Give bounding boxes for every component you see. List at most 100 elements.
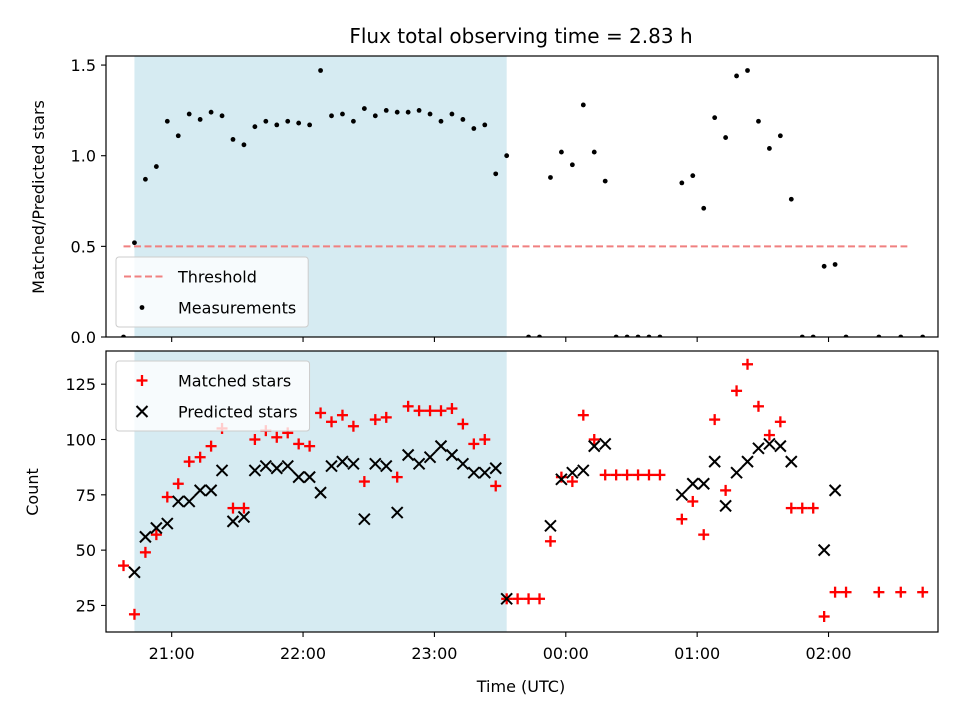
measurement-point: [252, 124, 258, 130]
measurement-point: [580, 102, 586, 108]
predicted-star-point: [708, 455, 721, 468]
predicted-star-point: [204, 484, 218, 497]
predicted-star-point: [193, 484, 207, 497]
matched-star-point: [774, 416, 786, 428]
measurement-point: [449, 111, 455, 117]
predicted-star-point: [139, 530, 152, 544]
predicted-star-point: [588, 439, 601, 453]
matched-star-point: [698, 529, 710, 541]
bottom-y-tick-label: 125: [65, 375, 96, 394]
bottom-y-tick-label: 50: [76, 541, 96, 560]
matched-star-point: [479, 434, 491, 446]
predicted-star-point: [380, 459, 393, 473]
bottom-y-tick-label: 25: [76, 596, 96, 615]
matched-star-point: [895, 586, 907, 598]
measurement-point: [427, 111, 433, 117]
measurement-point: [471, 126, 477, 131]
matched-star-point: [796, 502, 808, 514]
measurement-point: [591, 149, 597, 155]
predicted-star-point: [248, 464, 262, 477]
legend-label: Threshold: [177, 268, 257, 287]
measurement-point: [329, 113, 334, 119]
matched-star-point: [610, 469, 622, 481]
predicted-star-point: [434, 439, 448, 453]
matched-star-point: [183, 456, 195, 468]
matched-star-point: [709, 414, 721, 426]
measurement-point: [712, 115, 718, 121]
matched-star-point: [402, 400, 414, 412]
matched-star-point: [369, 414, 381, 426]
predicted-star-point: [259, 459, 273, 473]
predicted-star-point: [358, 512, 371, 526]
measurement-point: [679, 180, 685, 186]
bottom-series-1: [128, 437, 842, 606]
predicted-star-point: [686, 477, 699, 490]
matched-star-point: [555, 471, 567, 483]
predicted-star-point: [730, 466, 743, 479]
top-y-tick-label: 1.0: [71, 147, 96, 166]
measurement-point: [153, 164, 159, 169]
predicted-star-point: [467, 466, 481, 479]
top-y-tick-label: 0.5: [71, 237, 96, 256]
top-y-axis-label: Matched/Predicted stars: [29, 100, 48, 294]
measurement-point: [263, 118, 269, 124]
matched-star-point: [249, 434, 261, 446]
predicted-star-point: [172, 495, 185, 508]
predicted-star-point: [281, 459, 294, 473]
predicted-star-point: [303, 470, 316, 484]
measurement-point: [569, 162, 575, 168]
matched-star-point: [446, 403, 458, 415]
legend-label: Predicted stars: [178, 403, 298, 422]
matched-star-point: [435, 405, 447, 417]
predicted-star-point: [128, 566, 141, 579]
predicted-star-point: [489, 462, 502, 475]
bottom-x-tick-label: 21:00: [149, 644, 195, 663]
measurement-point: [482, 122, 488, 128]
matched-star-point: [544, 535, 556, 547]
measurement-point: [340, 111, 345, 117]
matched-star-point: [161, 491, 173, 503]
measurement-point: [285, 118, 291, 124]
measurement-point: [745, 68, 750, 73]
matched-star-point: [752, 400, 764, 412]
measurement-point: [230, 136, 236, 142]
matched-star-point: [917, 586, 929, 598]
predicted-star-point: [598, 437, 612, 451]
predicted-star-point: [390, 506, 404, 519]
matched-star-point: [271, 431, 283, 443]
predicted-star-point: [182, 495, 196, 508]
predicted-star-point: [412, 457, 426, 471]
measurement-point: [690, 173, 696, 179]
bottom-y-tick-label: 100: [65, 431, 96, 450]
matched-star-point: [227, 502, 239, 514]
matched-star-point: [391, 471, 403, 483]
matched-star-point: [654, 469, 666, 481]
predicted-star-point: [675, 488, 689, 502]
measurement-point: [548, 175, 553, 180]
bottom-legend-box: [115, 360, 311, 432]
measurement-point: [438, 118, 444, 124]
bottom-legend: Matched stars Predicted stars: [115, 360, 311, 432]
bottom-x-tick-label: 23:00: [411, 644, 457, 663]
top-series-0: [121, 68, 926, 337]
matched-star-point: [424, 405, 436, 417]
matched-star-point: [720, 484, 732, 496]
predicted-star-point: [325, 459, 338, 473]
top-y-tick-label: 0.0: [71, 328, 96, 347]
matched-star-point: [523, 593, 535, 605]
measurement-point: [219, 113, 225, 119]
bottom-x-tick-label: 00:00: [543, 644, 589, 663]
predicted-star-point: [215, 464, 229, 477]
matched-star-point: [785, 502, 797, 514]
legend-measurement-swatch: [139, 305, 145, 310]
predicted-star-point: [237, 510, 251, 524]
measurement-point: [767, 146, 772, 151]
matched-star-point: [621, 469, 633, 481]
predicted-star-point: [369, 457, 382, 471]
predicted-star-point: [401, 448, 415, 462]
matched-star-point: [676, 513, 688, 525]
matched-star-point: [468, 438, 480, 450]
measurement-point: [351, 118, 356, 124]
matched-star-point: [172, 478, 184, 490]
